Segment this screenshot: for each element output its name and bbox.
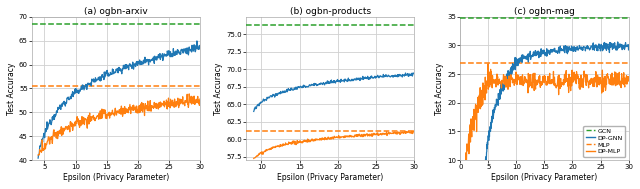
X-axis label: Epsilon (Privacy Parameter): Epsilon (Privacy Parameter) bbox=[277, 173, 383, 182]
Title: (a) ogbn-arxiv: (a) ogbn-arxiv bbox=[84, 7, 148, 16]
Legend: GCN, DP-GNN, MLP, DP-MLP: GCN, DP-GNN, MLP, DP-MLP bbox=[583, 126, 625, 157]
Title: (b) ogbn-products: (b) ogbn-products bbox=[290, 7, 371, 16]
Y-axis label: Test Accuracy: Test Accuracy bbox=[7, 62, 16, 115]
X-axis label: Epsilon (Privacy Parameter): Epsilon (Privacy Parameter) bbox=[492, 173, 598, 182]
X-axis label: Epsilon (Privacy Parameter): Epsilon (Privacy Parameter) bbox=[63, 173, 169, 182]
Title: (c) ogbn-mag: (c) ogbn-mag bbox=[514, 7, 575, 16]
Y-axis label: Test Accuracy: Test Accuracy bbox=[214, 62, 223, 115]
Y-axis label: Test Accuracy: Test Accuracy bbox=[435, 62, 444, 115]
